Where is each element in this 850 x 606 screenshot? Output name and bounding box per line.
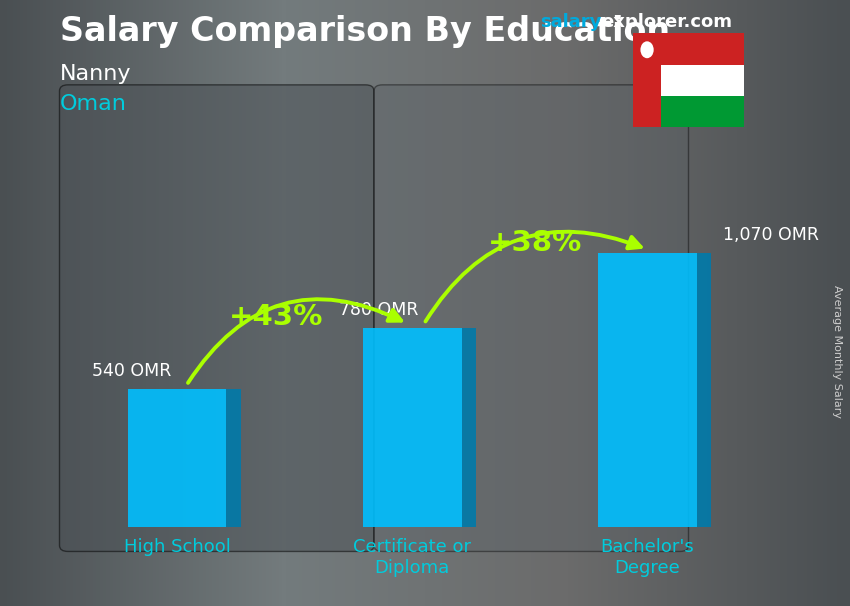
FancyBboxPatch shape	[374, 85, 688, 551]
Text: +38%: +38%	[487, 229, 581, 257]
Bar	[661, 33, 744, 65]
Text: Nanny: Nanny	[60, 64, 131, 84]
FancyBboxPatch shape	[60, 85, 374, 551]
Bar	[661, 96, 744, 127]
Text: 780 OMR: 780 OMR	[339, 301, 419, 319]
Text: Average Monthly Salary: Average Monthly Salary	[832, 285, 842, 418]
Text: +43%: +43%	[229, 304, 323, 331]
Text: explorer.com: explorer.com	[601, 13, 732, 32]
Bar	[598, 253, 697, 527]
Polygon shape	[226, 389, 241, 527]
Bar	[128, 389, 226, 527]
Text: 1,070 OMR: 1,070 OMR	[722, 227, 819, 244]
Polygon shape	[462, 328, 476, 527]
Bar	[363, 328, 462, 527]
Bar	[633, 33, 661, 127]
Polygon shape	[697, 253, 711, 527]
Text: Salary Comparison By Education: Salary Comparison By Education	[60, 15, 670, 48]
Text: Oman: Oman	[60, 94, 127, 114]
Circle shape	[640, 41, 654, 58]
Text: salary: salary	[540, 13, 601, 32]
Text: 540 OMR: 540 OMR	[93, 362, 172, 380]
